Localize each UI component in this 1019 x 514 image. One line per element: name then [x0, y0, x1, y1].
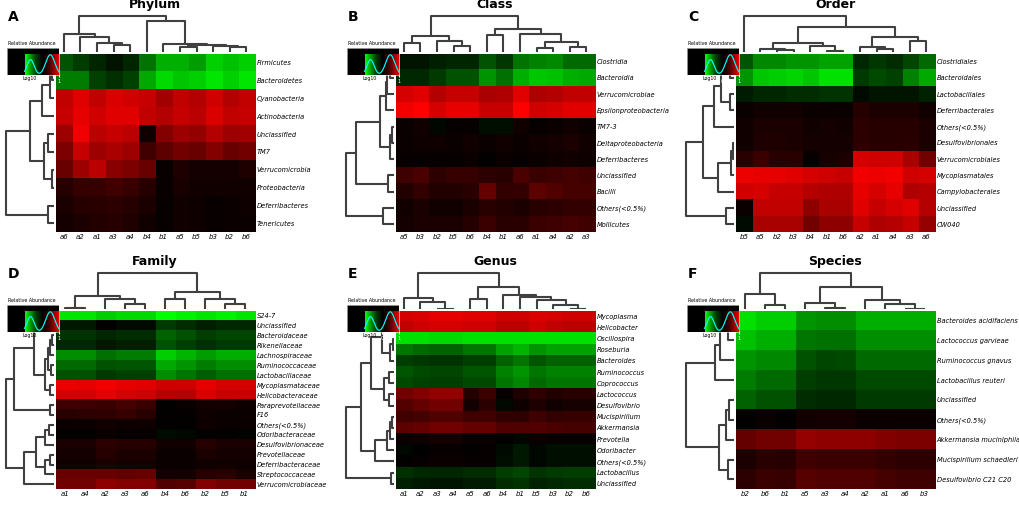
Text: Relative Abundance: Relative Abundance: [348, 41, 395, 46]
Text: Log10: Log10: [702, 77, 716, 81]
Text: Relative Abundance: Relative Abundance: [8, 41, 56, 46]
Text: Log10: Log10: [363, 334, 377, 338]
Text: Relative Abundance: Relative Abundance: [688, 41, 736, 46]
Text: Class: Class: [476, 0, 513, 11]
Text: Relative Abundance: Relative Abundance: [688, 298, 736, 303]
Text: F: F: [688, 267, 697, 281]
Text: Phylum: Phylum: [128, 0, 181, 11]
Text: Family: Family: [132, 255, 177, 268]
Text: A: A: [8, 10, 19, 24]
Text: Log10: Log10: [702, 334, 716, 338]
Text: Relative Abundance: Relative Abundance: [8, 298, 56, 303]
Text: B: B: [347, 10, 359, 24]
Text: Relative Abundance: Relative Abundance: [348, 298, 395, 303]
Text: Genus: Genus: [473, 255, 517, 268]
Text: D: D: [8, 267, 19, 281]
Text: Log10: Log10: [363, 77, 377, 81]
Text: Order: Order: [814, 0, 854, 11]
Text: Log10: Log10: [22, 334, 37, 338]
Text: C: C: [688, 10, 698, 24]
Text: Species: Species: [807, 255, 861, 268]
Text: Log10: Log10: [22, 77, 37, 81]
Text: E: E: [347, 267, 358, 281]
